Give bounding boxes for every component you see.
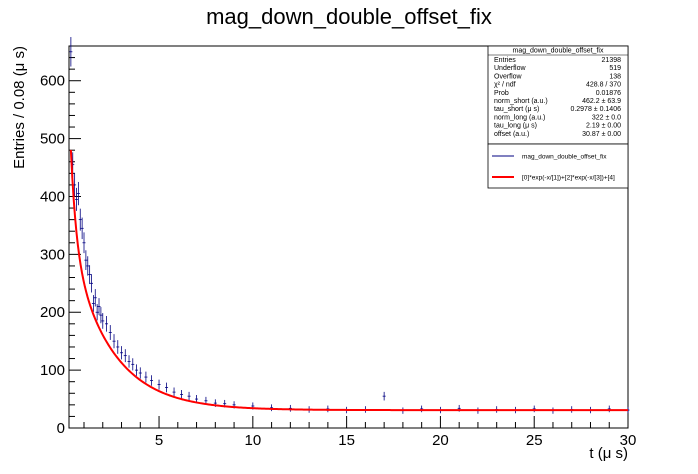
stats-row-label: norm_long (a.u.)	[494, 114, 545, 121]
y-tick-label: 100	[40, 362, 65, 379]
stats-row-label: norm_short (a.u.)	[494, 98, 548, 105]
stats-row-label: χ² / ndf	[494, 82, 516, 89]
y-tick-label: 400	[40, 188, 65, 205]
x-tick-label: 15	[338, 432, 355, 449]
x-axis: 5 10 15 20 25 30	[83, 416, 637, 449]
x-tick-label: 20	[432, 432, 449, 449]
stats-row-value: 462.2 ± 63.9	[582, 98, 621, 105]
stats-box: mag_down_double_offset_fix Entries 21398 U…	[487, 45, 629, 145]
stats-row-value: 428.8 / 370	[586, 82, 621, 89]
y-axis: 0 100 200 300 400 500 600	[40, 57, 81, 437]
y-tick-label: 200	[40, 304, 65, 321]
stats-title: mag_down_double_offset_fix	[513, 48, 604, 55]
stats-row-value: 322 ± 0.0	[592, 114, 621, 121]
legend: mag_down_double_offset_fix [0]*exp(-x/[1…	[487, 143, 629, 189]
stats-row-value: 0.2978 ± 0.1406	[570, 106, 621, 113]
stats-row-label: Entries	[494, 57, 516, 64]
legend-label-data: mag_down_double_offset_fix	[522, 154, 607, 161]
stats-row-value: 138	[609, 73, 621, 80]
x-tick-label: 5	[155, 432, 163, 449]
stats-row-value: 30.87 ± 0.00	[582, 131, 621, 138]
stats-row-label: offset (a.u.)	[494, 131, 529, 138]
y-axis-label: Entries / 0.08 (μ s)	[11, 46, 28, 169]
stats-row-value: 0.01876	[596, 90, 621, 97]
legend-label-fit: [0]*exp(-x/[1])+[2]*exp(-x/[3])+[4]	[522, 175, 615, 182]
stats-row-label: Underflow	[494, 65, 526, 72]
y-tick-label: 500	[40, 131, 65, 148]
stats-row-label: Overflow	[494, 73, 523, 80]
x-tick-label: 10	[244, 432, 261, 449]
x-tick-label: 25	[526, 432, 543, 449]
x-tick-label: 30	[620, 432, 637, 449]
stats-row-label: tau_long (μ s)	[494, 123, 537, 130]
x-axis-label: t (μ s)	[589, 445, 628, 462]
fit-curve	[69, 149, 628, 412]
y-tick-label: 300	[40, 246, 65, 263]
y-tick-label: 600	[40, 73, 65, 90]
y-tick-label: 0	[57, 420, 65, 437]
chart-title: mag_down_double_offset_fix	[206, 4, 492, 29]
stats-row-label: Prob	[494, 90, 509, 97]
stats-row-label: tau_short (μ s)	[494, 106, 539, 113]
stats-row-value: 519	[609, 65, 621, 72]
stats-row-value: 21398	[602, 57, 622, 64]
stats-row-value: 2.19 ± 0.00	[586, 123, 621, 130]
